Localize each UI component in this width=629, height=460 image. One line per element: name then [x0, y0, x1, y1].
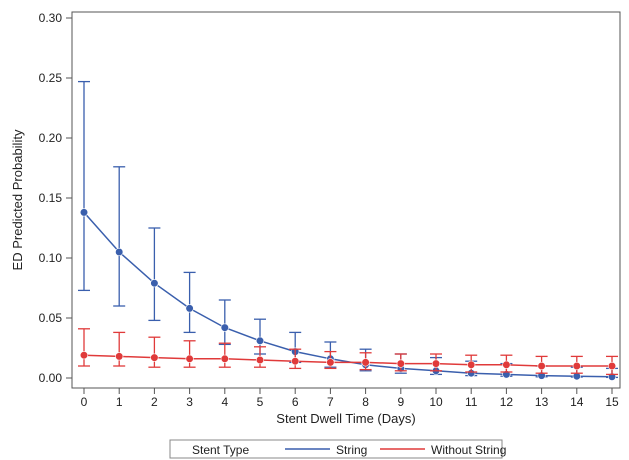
y-axis: 0.00 0.05 0.10 0.15 0.20 0.25 0.30	[39, 11, 72, 385]
x-tick-label: 6	[292, 395, 299, 409]
y-tick-label: 0.25	[39, 71, 63, 85]
data-point	[186, 305, 194, 313]
y-tick-label: 0.00	[39, 371, 63, 385]
y-tick-label: 0.15	[39, 191, 63, 205]
data-point	[362, 359, 370, 367]
data-point	[80, 209, 88, 217]
x-tick-label: 13	[535, 395, 549, 409]
data-point	[256, 356, 264, 364]
series-line	[84, 355, 612, 366]
plot-frame	[72, 12, 620, 388]
y-tick-label: 0.10	[39, 251, 63, 265]
data-point	[151, 279, 159, 287]
data-point	[538, 362, 546, 370]
data-point	[503, 361, 511, 369]
x-tick-label: 3	[186, 395, 193, 409]
x-tick-label: 12	[500, 395, 514, 409]
x-tick-label: 5	[257, 395, 264, 409]
x-tick-label: 8	[362, 395, 369, 409]
x-tick-label: 0	[81, 395, 88, 409]
y-axis-title: ED Predicted Probability	[10, 129, 25, 270]
x-axis-title: Stent Dwell Time (Days)	[276, 411, 415, 426]
series-string	[78, 82, 618, 381]
x-tick-label: 4	[221, 395, 228, 409]
data-point	[467, 361, 475, 369]
y-tick-label: 0.20	[39, 131, 63, 145]
data-point	[432, 360, 440, 368]
x-axis: 0 1 2 3 4 5 6 7 8 9 10 11 12 13 14 15	[81, 388, 619, 409]
data-point	[115, 248, 123, 256]
legend-label-without-string: Without String	[431, 443, 506, 457]
legend: Stent Type String Without String	[170, 440, 506, 458]
data-point	[115, 353, 123, 361]
data-point	[573, 362, 581, 370]
x-tick-label: 2	[151, 395, 158, 409]
x-tick-label: 11	[465, 395, 478, 409]
x-tick-label: 15	[605, 395, 619, 409]
data-point	[221, 324, 229, 332]
x-tick-label: 10	[429, 395, 443, 409]
data-point	[327, 359, 335, 367]
x-tick-label: 14	[570, 395, 584, 409]
series-line	[84, 212, 612, 376]
y-tick-label: 0.30	[39, 11, 63, 25]
data-point	[256, 337, 264, 345]
data-point	[291, 357, 299, 365]
data-point	[221, 355, 229, 363]
x-tick-label: 7	[327, 395, 334, 409]
legend-label-string: String	[336, 443, 367, 457]
data-point	[80, 351, 88, 359]
x-tick-label: 9	[397, 395, 404, 409]
series-without-string	[78, 329, 618, 375]
data-point	[186, 355, 194, 363]
x-tick-label: 1	[116, 395, 123, 409]
data-point	[397, 360, 405, 368]
data-point	[151, 354, 159, 362]
data-point	[608, 362, 616, 370]
series-layer	[78, 82, 618, 381]
legend-title: Stent Type	[192, 443, 249, 457]
y-tick-label: 0.05	[39, 311, 63, 325]
